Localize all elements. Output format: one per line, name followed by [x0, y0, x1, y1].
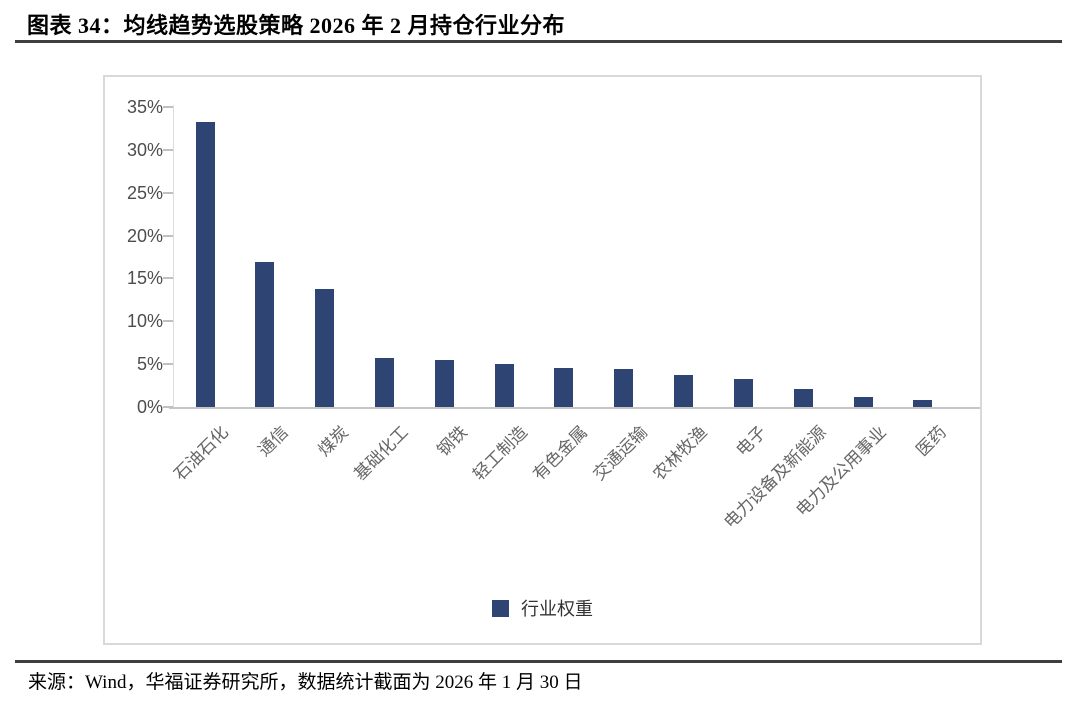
bar-交通运输: [614, 369, 634, 407]
y-tick-label: 35%: [126, 97, 163, 117]
x-category-label: 钢铁: [433, 422, 472, 461]
y-tick-label: 30%: [126, 139, 163, 160]
y-tick-mark: [163, 406, 173, 408]
y-tick-mark: [163, 277, 173, 280]
y-tick-label: 15%: [126, 268, 163, 289]
bar-电子: [733, 378, 753, 407]
x-category-label: 通信: [254, 422, 292, 461]
y-tick-mark: [163, 106, 173, 108]
bar-轻工制造: [494, 364, 514, 407]
bar-钢铁: [434, 359, 454, 407]
x-category-label: 电子: [732, 422, 771, 461]
x-category-label: 煤炭: [314, 422, 352, 461]
y-tick-mark: [163, 191, 173, 194]
bar-电力设备及新能源: [793, 389, 813, 407]
bar-医药: [913, 400, 933, 407]
bar-有色金属: [554, 368, 574, 407]
bar-基础化工: [374, 358, 394, 407]
y-tick-mark: [163, 320, 173, 323]
title-rule: [15, 40, 1062, 43]
figure-title: 图表 34：均线趋势选股策略 2026 年 2 月持仓行业分布: [27, 13, 566, 38]
chart-area: 行业权重 0% 5% 10% 15% 20% 25% 30% 35% 石油石化 通信 煤炭 基础化工钢…: [103, 75, 982, 645]
legend: 行业权重: [105, 595, 980, 621]
footer-rule: [15, 660, 1062, 663]
bar-电力及公用事业: [853, 396, 873, 407]
x-category-label: 医药: [912, 422, 950, 461]
y-tick-label: 5%: [136, 354, 163, 375]
x-category-label: 农林牧渔: [649, 422, 711, 485]
x-category-label: 有色金属: [529, 422, 591, 485]
bar-农林牧渔: [674, 375, 694, 407]
y-tick-label: 25%: [126, 182, 163, 203]
y-tick-label: 10%: [126, 311, 163, 332]
source-note: 来源：Wind，华福证券研究所，数据统计截面为 2026 年 1 月 30 日: [28, 672, 583, 693]
y-tick-mark: [163, 363, 173, 366]
x-category-label: 轻工制造: [469, 422, 532, 485]
y-tick-mark: [163, 234, 173, 237]
y-tick-label: 0%: [136, 397, 163, 417]
x-category-label: 基础化工: [349, 422, 412, 485]
bar-石油石化: [195, 121, 215, 407]
legend-label: 行业权重: [521, 599, 593, 619]
legend-swatch: [492, 599, 509, 617]
x-category-label: 交通运输: [589, 422, 651, 485]
x-category-label: 石油石化: [170, 422, 232, 485]
bar-通信: [255, 262, 275, 407]
bar-煤炭: [315, 288, 335, 407]
y-axis-line: [173, 105, 174, 408]
y-tick-mark: [163, 148, 173, 151]
x-axis-line: [169, 407, 980, 409]
y-tick-label: 20%: [126, 225, 163, 246]
